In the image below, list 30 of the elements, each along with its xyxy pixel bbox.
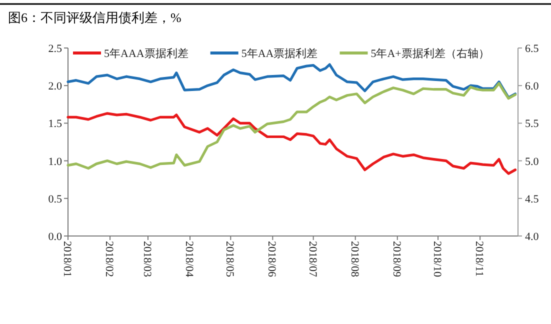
legend-label: 5年AAA票据利差 [104, 47, 188, 60]
x-tick-label: 2018/03 [140, 241, 153, 278]
x-tick-label: 2018/01 [61, 241, 73, 278]
y2-tick-label: 5.0 [525, 156, 540, 168]
y2-tick-label: 4.0 [525, 231, 540, 243]
x-tick-label: 2018/07 [306, 241, 318, 278]
x-tick-label: 2018/10 [431, 241, 444, 278]
x-tick-label: 2018/11 [473, 241, 486, 277]
legend-label: 5年A+票据利差（右轴） [370, 47, 490, 60]
y-tick-label: 0.0 [48, 231, 62, 243]
y-tick-label: 0.5 [48, 193, 62, 206]
x-tick-label: 2018/05 [224, 241, 236, 278]
line-series [66, 82, 517, 170]
x-tick-label: 2018/09 [390, 241, 402, 278]
y-tick-label: 2.0 [48, 80, 62, 93]
chart-title: 图6：不同评级信用债利差，% [8, 10, 182, 25]
x-tick-label: 2018/06 [266, 241, 278, 278]
legend-label: 5年AA票据利差 [241, 47, 318, 60]
y2-tick-label: 5.5 [525, 118, 540, 130]
x-tick-label: 2018/04 [182, 241, 195, 278]
y-tick-label: 1.0 [48, 156, 62, 168]
line-series [66, 63, 517, 99]
y2-tick-label: 6.5 [525, 43, 540, 55]
y-tick-label: 2.5 [48, 43, 62, 55]
line-series [66, 112, 517, 175]
y2-tick-label: 6.0 [525, 80, 540, 93]
y-tick-label: 1.5 [48, 118, 62, 130]
x-tick-label: 2018/02 [103, 241, 116, 278]
y2-tick-label: 4.5 [525, 193, 540, 206]
x-tick-label: 2018/08 [348, 241, 360, 278]
